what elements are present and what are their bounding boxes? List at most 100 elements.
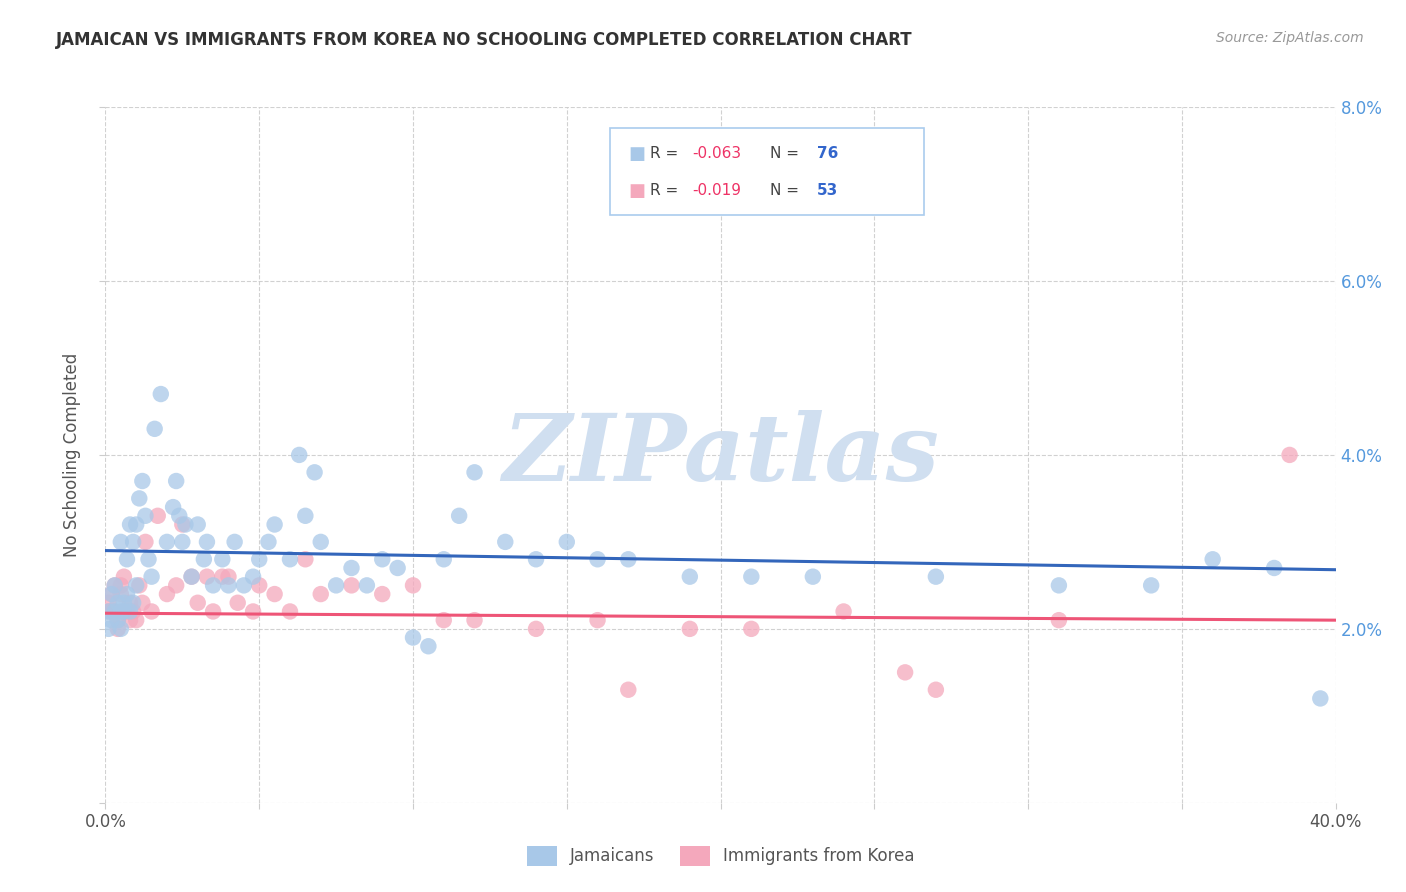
Text: 76: 76 — [817, 146, 838, 161]
Point — [617, 682, 640, 697]
Point — [128, 578, 150, 592]
Point — [104, 578, 127, 592]
Point — [340, 578, 363, 592]
Point — [149, 387, 172, 401]
Point — [131, 596, 153, 610]
Point — [464, 613, 486, 627]
Point — [263, 517, 285, 532]
Point — [162, 500, 184, 514]
Point — [925, 682, 948, 697]
Point — [218, 578, 240, 592]
Text: -0.063: -0.063 — [692, 146, 741, 161]
Point — [224, 535, 246, 549]
Point — [524, 552, 547, 566]
Point — [97, 605, 120, 619]
Point — [801, 570, 824, 584]
Point — [122, 605, 145, 619]
Point — [97, 605, 120, 619]
Point — [110, 578, 132, 592]
Point — [894, 665, 917, 680]
Point — [122, 596, 145, 610]
Point — [371, 587, 394, 601]
Point — [257, 535, 280, 549]
Point — [172, 517, 194, 532]
Point — [278, 605, 301, 619]
Point — [325, 578, 347, 592]
Point — [187, 517, 209, 532]
Point — [304, 466, 326, 480]
Point — [1263, 561, 1285, 575]
Point — [122, 535, 145, 549]
Point — [371, 552, 394, 566]
Point — [232, 578, 254, 592]
Point — [107, 622, 129, 636]
Point — [288, 448, 311, 462]
Point — [193, 552, 215, 566]
Point — [294, 552, 316, 566]
Point — [433, 552, 456, 566]
Point — [165, 578, 187, 592]
Text: R =: R = — [651, 183, 683, 198]
Point — [740, 570, 762, 584]
Point — [418, 639, 440, 653]
Point — [278, 552, 301, 566]
Point — [1309, 691, 1331, 706]
FancyBboxPatch shape — [610, 128, 924, 215]
Point — [141, 605, 163, 619]
Point — [100, 613, 122, 627]
Point — [125, 517, 148, 532]
Point — [110, 622, 132, 636]
Point — [134, 508, 156, 523]
Point — [247, 552, 270, 566]
Text: -0.019: -0.019 — [692, 183, 741, 198]
Point — [120, 613, 141, 627]
Point — [1201, 552, 1223, 566]
Point — [146, 508, 169, 523]
Point — [387, 561, 409, 575]
Point — [134, 535, 156, 549]
Text: R =: R = — [651, 146, 683, 161]
Point — [115, 587, 138, 601]
Point — [309, 535, 332, 549]
Point — [104, 605, 127, 619]
Point — [187, 596, 209, 610]
Point — [112, 596, 135, 610]
Point — [195, 535, 218, 549]
Text: ZIPatlas: ZIPatlas — [502, 410, 939, 500]
Point — [100, 605, 122, 619]
Point — [202, 578, 225, 592]
Legend: Jamaicans, Immigrants from Korea: Jamaicans, Immigrants from Korea — [519, 838, 922, 874]
Point — [112, 570, 135, 584]
Point — [143, 422, 166, 436]
Point — [165, 474, 187, 488]
Point — [586, 552, 609, 566]
Text: 53: 53 — [817, 183, 838, 198]
Point — [131, 474, 153, 488]
Point — [1140, 578, 1163, 592]
Point — [1047, 613, 1070, 627]
Text: JAMAICAN VS IMMIGRANTS FROM KOREA NO SCHOOLING COMPLETED CORRELATION CHART: JAMAICAN VS IMMIGRANTS FROM KOREA NO SCH… — [56, 31, 912, 49]
Point — [107, 613, 129, 627]
Point — [195, 570, 218, 584]
Point — [586, 613, 609, 627]
Text: ■: ■ — [628, 182, 645, 200]
Point — [172, 535, 194, 549]
Point — [110, 535, 132, 549]
Point — [247, 578, 270, 592]
Point — [1047, 578, 1070, 592]
Point — [125, 613, 148, 627]
Point — [211, 552, 233, 566]
Point — [679, 622, 702, 636]
Point — [107, 613, 129, 627]
Point — [100, 587, 122, 601]
Point — [226, 596, 249, 610]
Point — [156, 535, 179, 549]
Point — [115, 552, 138, 566]
Point — [110, 605, 132, 619]
Point — [433, 613, 456, 627]
Point — [180, 570, 202, 584]
Point — [555, 535, 578, 549]
Point — [174, 517, 197, 532]
Point — [125, 578, 148, 592]
Y-axis label: No Schooling Completed: No Schooling Completed — [63, 353, 82, 557]
